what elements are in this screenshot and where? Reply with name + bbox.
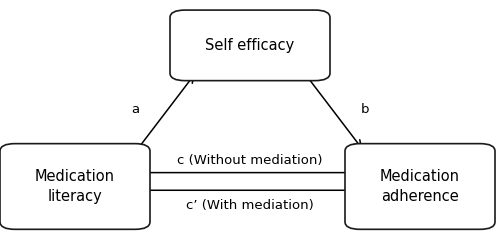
FancyBboxPatch shape	[0, 144, 150, 229]
Text: Self efficacy: Self efficacy	[206, 38, 294, 53]
Text: a: a	[131, 103, 139, 116]
FancyBboxPatch shape	[345, 144, 495, 229]
Text: c’ (With mediation): c’ (With mediation)	[186, 199, 314, 212]
Text: Medication
literacy: Medication literacy	[35, 169, 115, 204]
Text: b: b	[361, 103, 369, 116]
Text: c (Without mediation): c (Without mediation)	[177, 153, 322, 167]
Text: Medication
adherence: Medication adherence	[380, 169, 460, 204]
FancyBboxPatch shape	[170, 10, 330, 81]
